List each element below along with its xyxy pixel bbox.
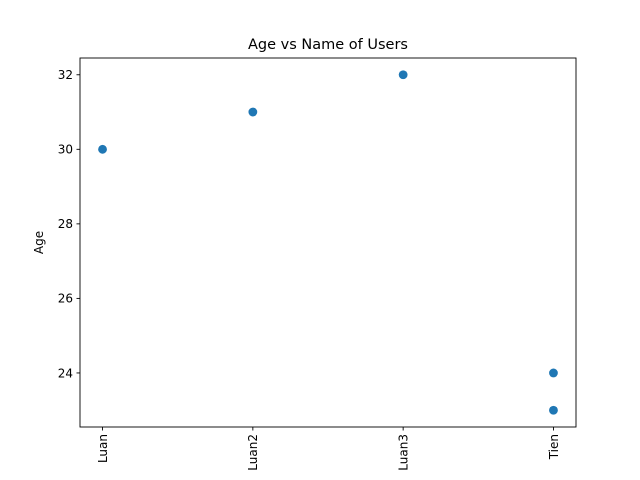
y-axis-label: Age: [32, 231, 46, 254]
y-tick-label: 28: [58, 217, 73, 231]
x-tick-label: Luan: [96, 434, 110, 463]
scatter-point: [98, 144, 107, 154]
x-tick-label: Luan2: [246, 434, 260, 471]
x-axis: Luan Luan2 Luan3 Tien: [96, 427, 561, 471]
y-axis: 24 26 28 30 32: [58, 68, 80, 380]
y-tick-label: 26: [58, 292, 73, 306]
x-tick-label: Luan3: [396, 434, 410, 471]
y-tick-label: 30: [58, 143, 73, 157]
x-tick-label: Tien: [547, 434, 561, 460]
scatter-point: [398, 70, 408, 80]
chart-title: Age vs Name of Users: [248, 37, 408, 53]
scatter-point: [549, 405, 558, 415]
y-tick-label: 32: [58, 68, 73, 82]
scatter-point: [549, 368, 558, 378]
plot-area: [79, 57, 577, 428]
scatter-point: [248, 107, 258, 117]
data-points: [98, 70, 558, 415]
y-tick-label: 24: [58, 366, 73, 380]
